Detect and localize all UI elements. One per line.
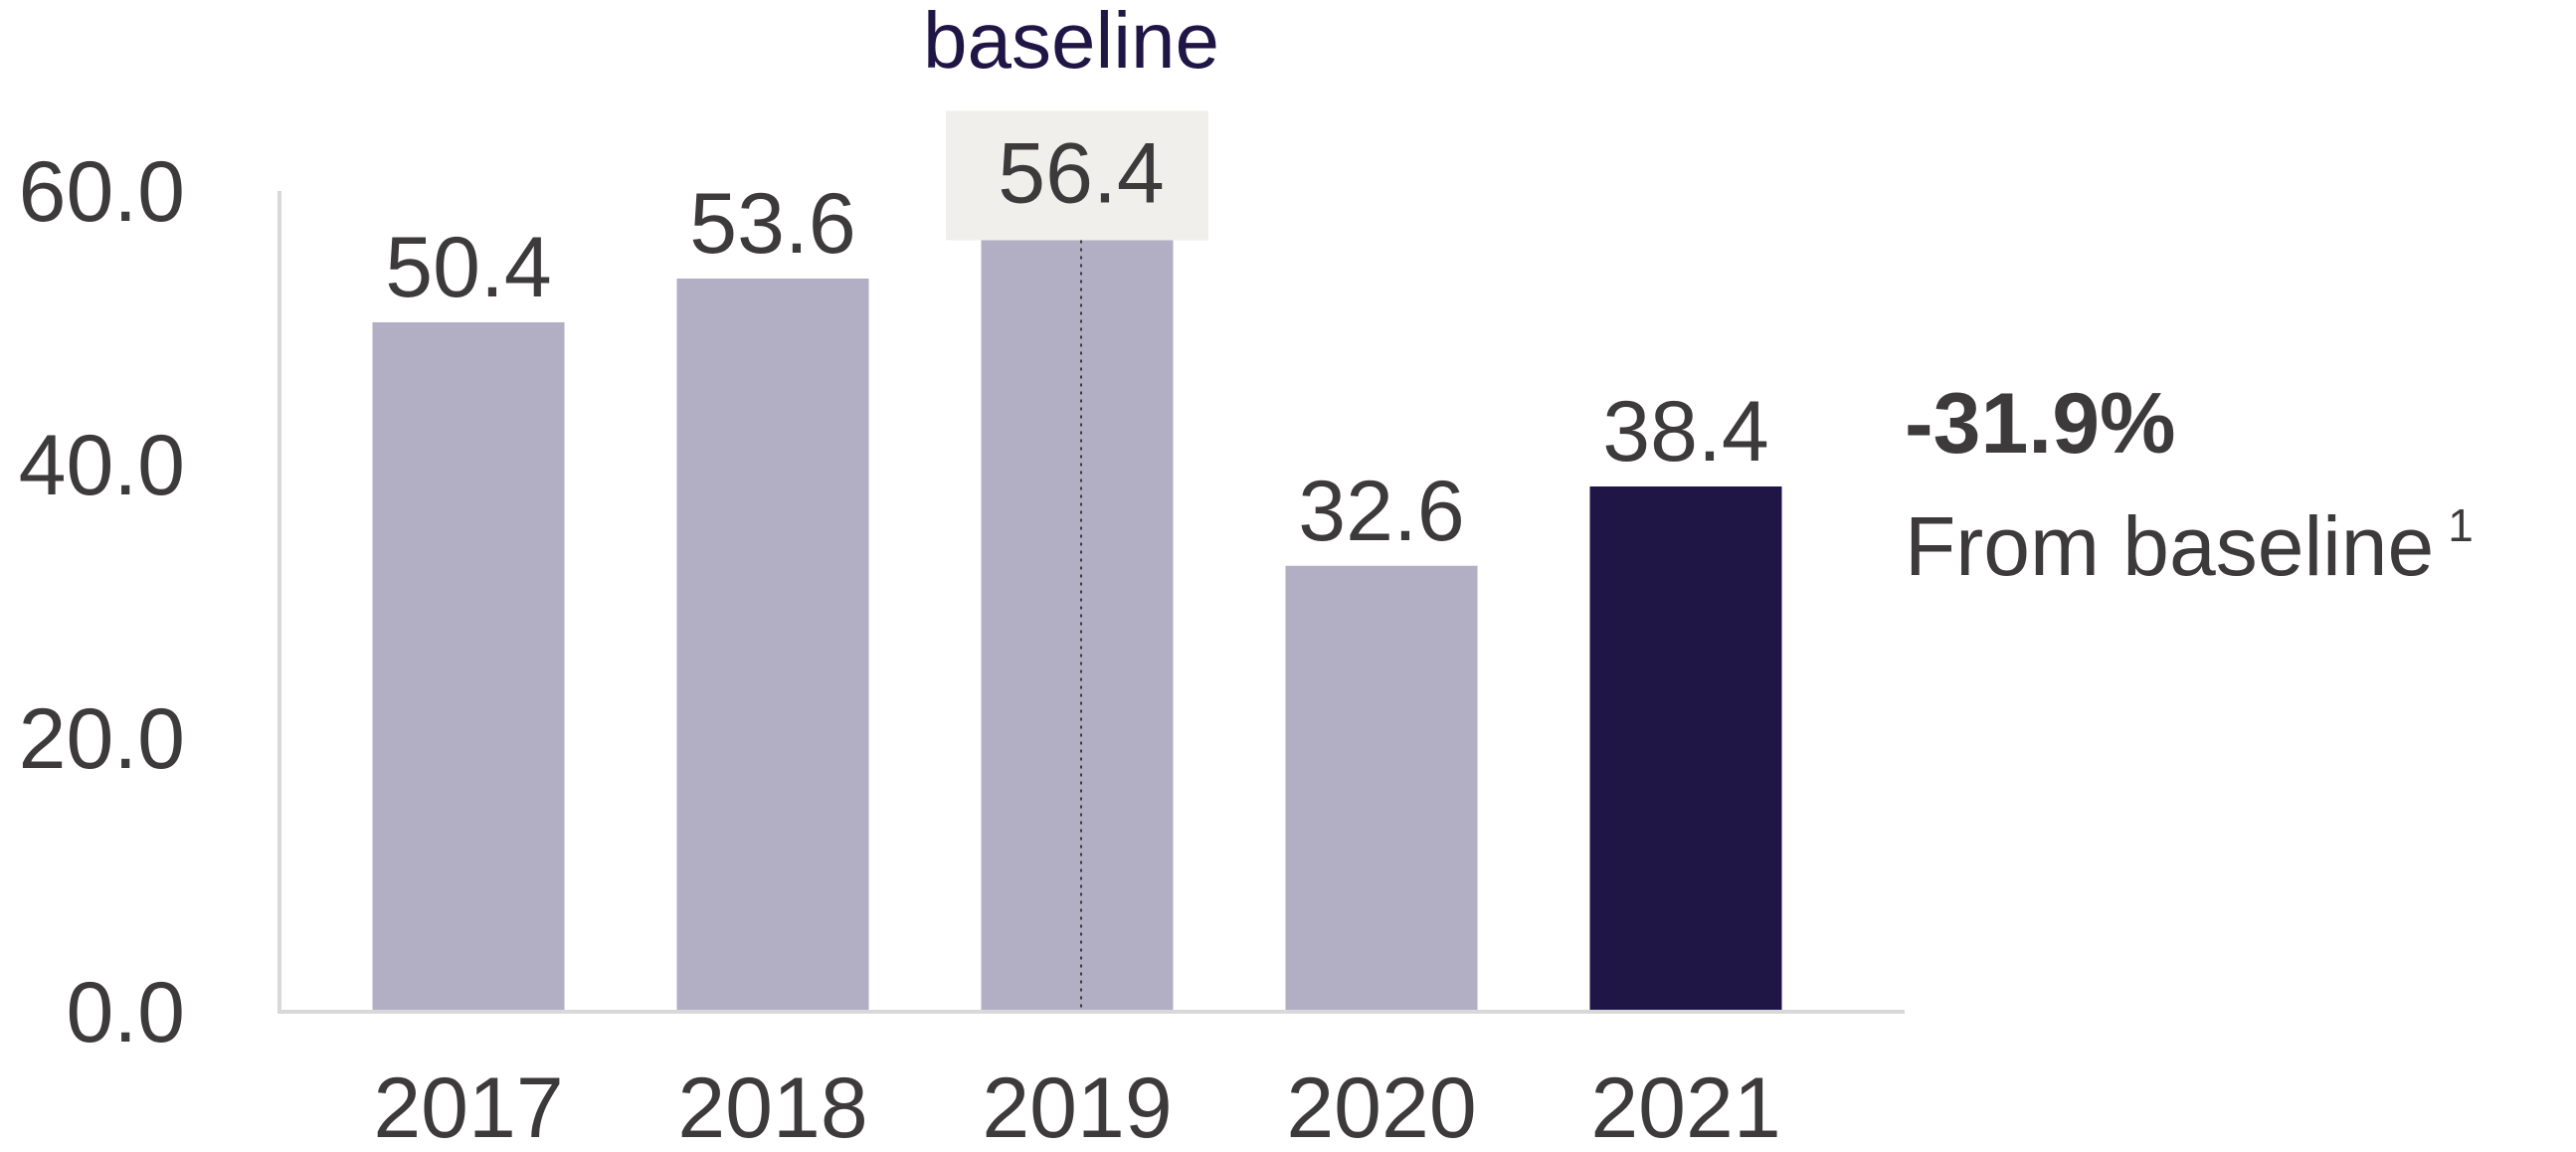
- y-tick-label: 40.0: [19, 418, 185, 513]
- category-label-2018: 2018: [677, 1060, 867, 1152]
- bar-2019: [981, 240, 1174, 1012]
- category-label-2019: 2019: [982, 1060, 1172, 1152]
- value-label-2018: 53.6: [689, 176, 855, 272]
- baseline-label-box: [946, 110, 1208, 241]
- annotation-value: -31.9%: [1905, 376, 2176, 472]
- bar-2018: [676, 279, 869, 1012]
- category-label-2021: 2021: [1590, 1060, 1780, 1152]
- y-tick-label: 20.0: [19, 691, 185, 787]
- chart-title: baseline: [923, 0, 1219, 85]
- bar-2017: [372, 322, 565, 1012]
- annotation-note-text: From baseline: [1905, 499, 2434, 593]
- bar-2021: [1589, 486, 1782, 1012]
- bars: [372, 240, 1782, 1012]
- change-annotation: -31.9% From baseline 1: [1905, 376, 2474, 593]
- annotation-note: From baseline 1: [1905, 499, 2474, 593]
- category-label-2020: 2020: [1286, 1060, 1476, 1152]
- value-label-2021: 38.4: [1602, 384, 1768, 480]
- y-tick-label: 0.0: [66, 965, 185, 1060]
- value-label-2019: 56.4: [998, 126, 1164, 222]
- x-axis-labels: 2017 2018 2019 2020 2021: [373, 1060, 1780, 1152]
- bar-2020: [1285, 565, 1478, 1012]
- value-labels: 50.4 53.6 56.4 32.6 38.4: [385, 126, 1768, 559]
- y-tick-label: 60.0: [19, 144, 185, 240]
- baseline-highlight-layer: [946, 110, 1208, 241]
- category-label-2017: 2017: [373, 1060, 563, 1152]
- value-label-2017: 50.4: [385, 220, 551, 315]
- value-label-2020: 32.6: [1298, 464, 1464, 559]
- y-axis-ticks: 0.0 20.0 40.0 60.0: [19, 144, 185, 1060]
- annotation-footnote: 1: [2448, 499, 2474, 551]
